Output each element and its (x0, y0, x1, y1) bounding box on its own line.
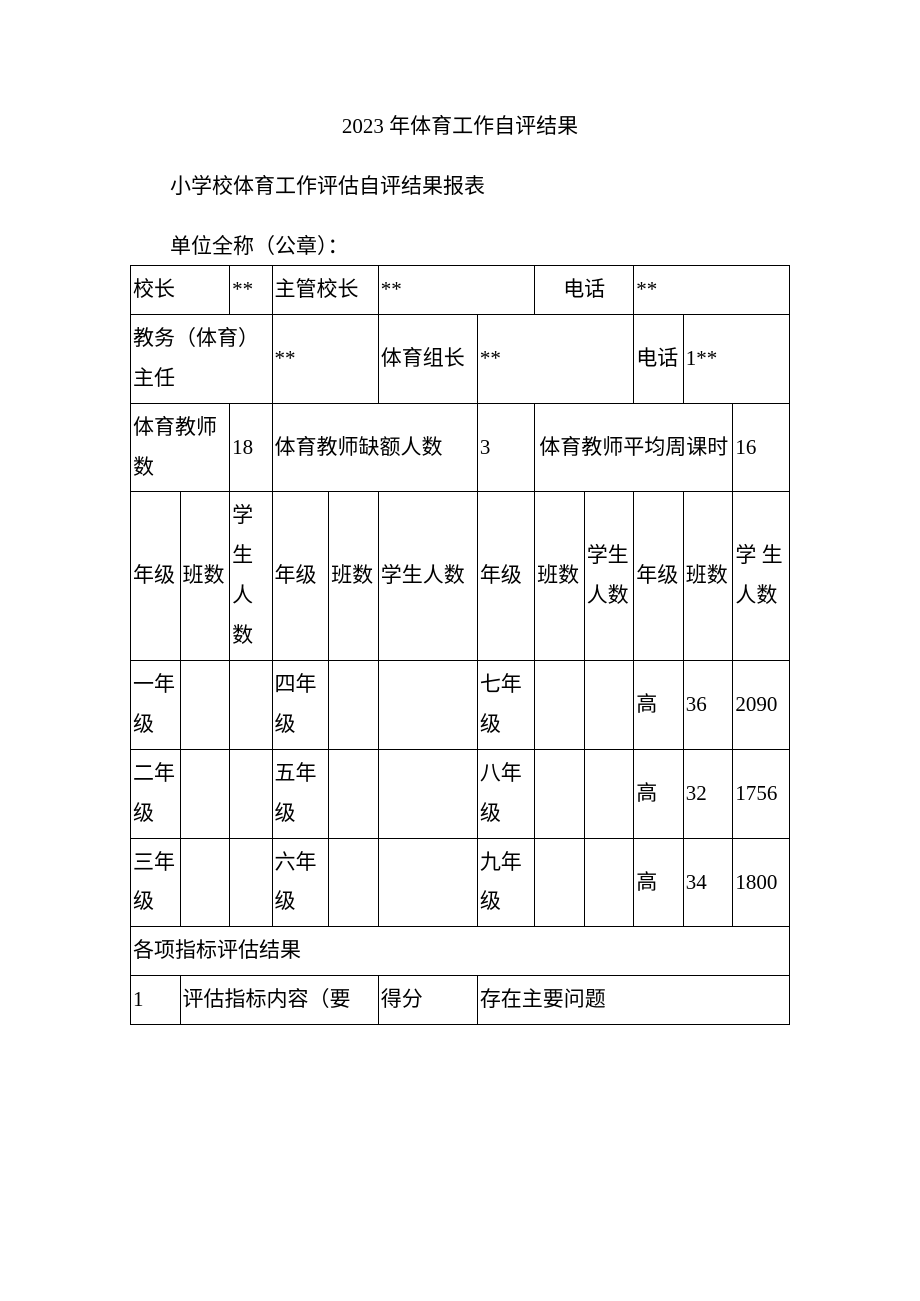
phone-value: ** (634, 266, 790, 315)
pe-lead-label: 体育组长 (378, 314, 477, 403)
table-row: 年级 班数 学生人数 年级 班数 学生人数 年级 班数 学生人数 年级 班数 学… (131, 492, 790, 661)
grade-cell: 七年级 (477, 661, 534, 750)
empty-cell (230, 749, 272, 838)
grade-cell: 高 (634, 661, 684, 750)
teachers-value: 18 (230, 403, 272, 492)
empty-cell (230, 838, 272, 927)
empty-cell (535, 749, 585, 838)
vp-label: 主管校长 (272, 266, 378, 315)
students-value: 2090 (733, 661, 790, 750)
table-row: 1 评估指标内容（要 得分 存在主要问题 (131, 976, 790, 1025)
empty-cell (180, 838, 230, 927)
empty-cell (378, 838, 477, 927)
table-row: 各项指标评估结果 (131, 927, 790, 976)
grade-cell: 一年级 (131, 661, 181, 750)
empty-cell (535, 838, 585, 927)
dean-label: 教务（体育）主任 (131, 314, 273, 403)
eval-section-header: 各项指标评估结果 (131, 927, 790, 976)
table-row: 校长 ** 主管校长 ** 电话 ** (131, 266, 790, 315)
grade-cell: 六年级 (272, 838, 329, 927)
grade-header: 年级 (634, 492, 684, 661)
grade-cell: 四年级 (272, 661, 329, 750)
classes-header: 班数 (683, 492, 733, 661)
students-header: 学生人数 (230, 492, 272, 661)
subtitle: 小学校体育工作评估自评结果报表 (170, 170, 790, 200)
empty-cell (378, 749, 477, 838)
classes-header: 班数 (329, 492, 379, 661)
vp-value: ** (378, 266, 534, 315)
table-row: 三年级 六年级 九年级 高 34 1800 (131, 838, 790, 927)
students-header: 学 生人数 (733, 492, 790, 661)
shortage-value: 3 (477, 403, 534, 492)
shortage-label: 体育教师缺额人数 (272, 403, 477, 492)
eval-score: 得分 (378, 976, 477, 1025)
eval-content: 评估指标内容（要 (180, 976, 378, 1025)
page-title: 2023 年体育工作自评结果 (130, 110, 790, 140)
grade-header: 年级 (272, 492, 329, 661)
classes-header: 班数 (180, 492, 230, 661)
empty-cell (329, 661, 379, 750)
students-header: 学生人数 (584, 492, 634, 661)
classes-value: 32 (683, 749, 733, 838)
empty-cell (584, 661, 634, 750)
students-value: 1800 (733, 838, 790, 927)
eval-num: 1 (131, 976, 181, 1025)
empty-cell (230, 661, 272, 750)
empty-cell (329, 838, 379, 927)
pe-lead-value: ** (477, 314, 633, 403)
grade-cell: 二年级 (131, 749, 181, 838)
classes-value: 34 (683, 838, 733, 927)
classes-value: 36 (683, 661, 733, 750)
phone-label-2: 电话 (634, 314, 684, 403)
students-value: 1756 (733, 749, 790, 838)
table-row: 教务（体育）主任 ** 体育组长 ** 电话 1** (131, 314, 790, 403)
unit-label: 单位全称（公章）： (170, 230, 790, 260)
avg-value: 16 (733, 403, 790, 492)
grade-cell: 九年级 (477, 838, 534, 927)
evaluation-table: 校长 ** 主管校长 ** 电话 ** 教务（体育）主任 ** 体育组长 ** … (130, 265, 790, 1025)
principal-label: 校长 (131, 266, 230, 315)
empty-cell (584, 838, 634, 927)
classes-header: 班数 (535, 492, 585, 661)
avg-label: 体育教师平均周课时 (535, 403, 733, 492)
grade-cell: 高 (634, 749, 684, 838)
teachers-label: 体育教师数 (131, 403, 230, 492)
table-row: 二年级 五年级 八年级 高 32 1756 (131, 749, 790, 838)
students-header: 学生人数 (378, 492, 477, 661)
eval-problems: 存在主要问题 (477, 976, 789, 1025)
phone-value-2: 1** (683, 314, 789, 403)
grade-header: 年级 (131, 492, 181, 661)
empty-cell (378, 661, 477, 750)
grade-cell: 三年级 (131, 838, 181, 927)
table-row: 一年级 四年级 七年级 高 36 2090 (131, 661, 790, 750)
grade-cell: 五年级 (272, 749, 329, 838)
phone-label: 电话 (535, 266, 634, 315)
empty-cell (535, 661, 585, 750)
empty-cell (180, 749, 230, 838)
grade-header: 年级 (477, 492, 534, 661)
empty-cell (329, 749, 379, 838)
empty-cell (584, 749, 634, 838)
grade-cell: 高 (634, 838, 684, 927)
grade-cell: 八年级 (477, 749, 534, 838)
empty-cell (180, 661, 230, 750)
dean-value: ** (272, 314, 378, 403)
principal-value: ** (230, 266, 272, 315)
table-row: 体育教师数 18 体育教师缺额人数 3 体育教师平均周课时 16 (131, 403, 790, 492)
